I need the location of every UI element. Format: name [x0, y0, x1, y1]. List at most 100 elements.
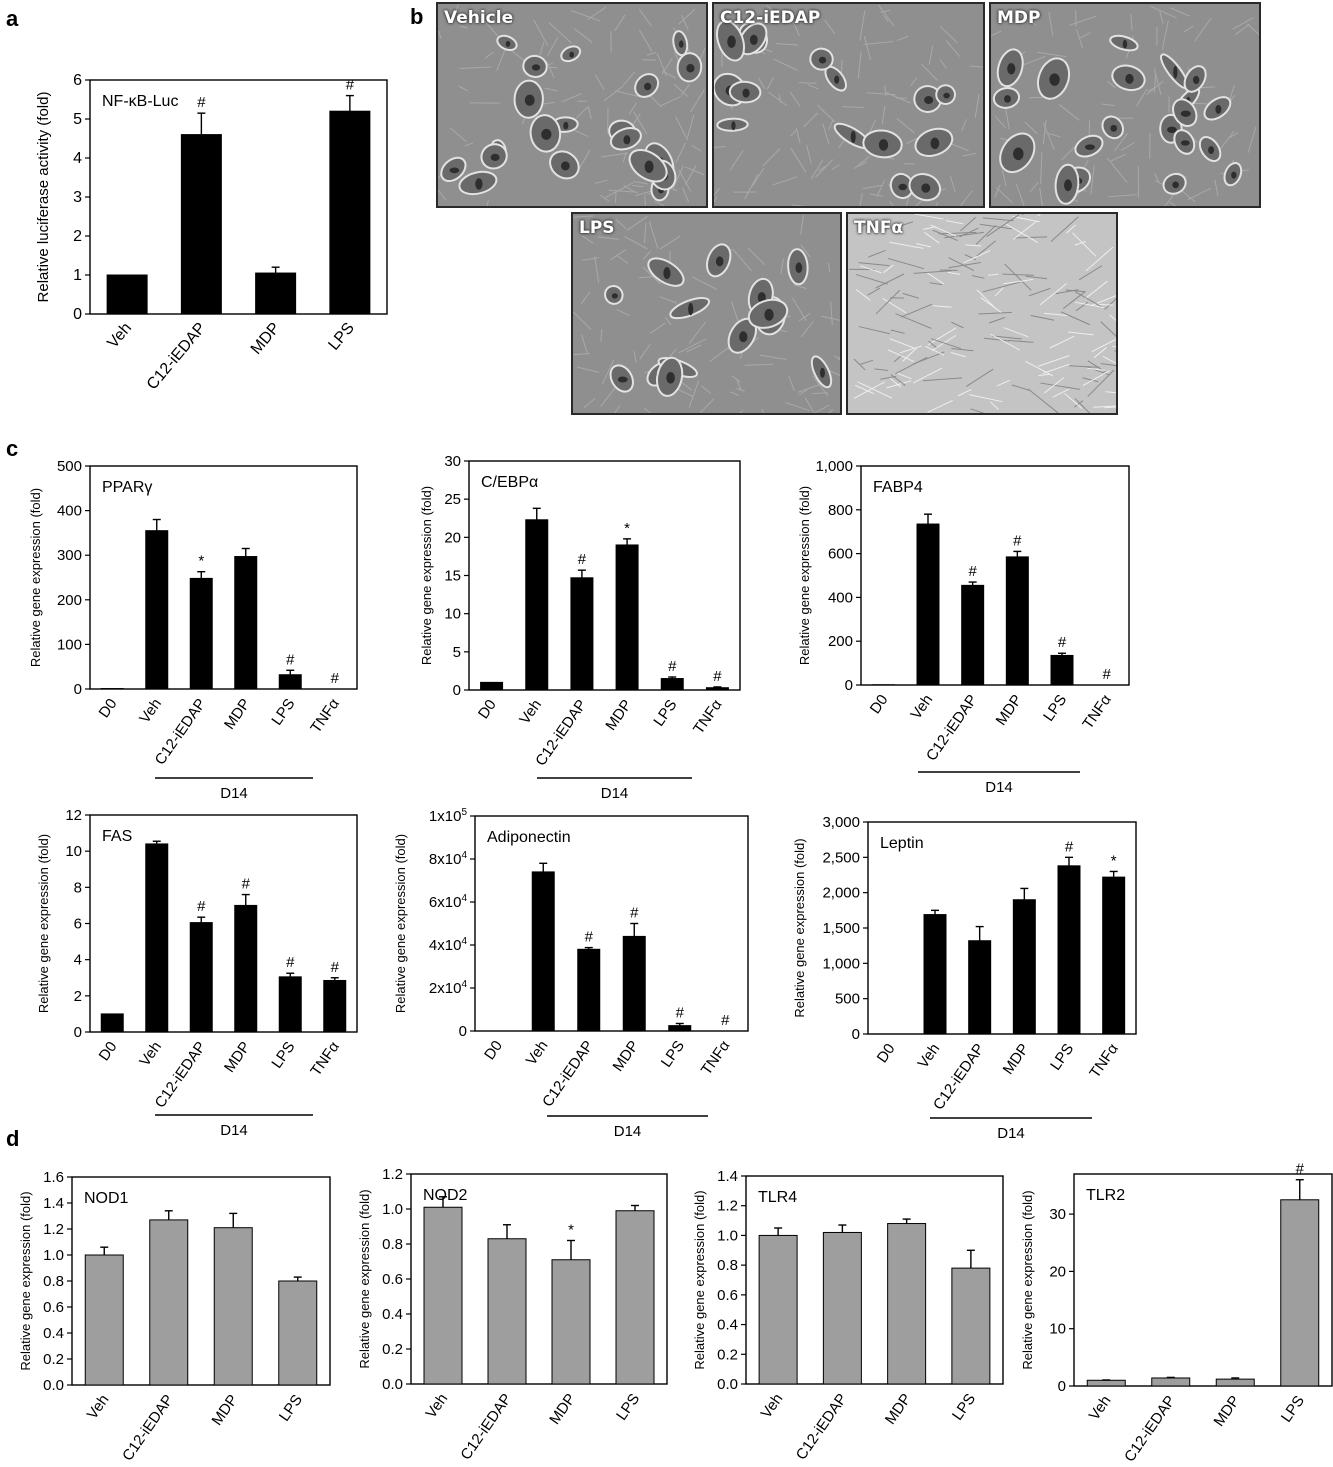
bar: [278, 1280, 318, 1386]
bar: [106, 274, 148, 315]
y-tick-label: 1.4: [717, 1168, 738, 1185]
category-label: Veh: [1086, 1393, 1115, 1424]
category-label: Veh: [758, 1391, 787, 1422]
group-label: D14: [220, 785, 248, 802]
significance-mark: #: [1102, 666, 1111, 683]
y-tick-label: 0.6: [43, 1299, 64, 1316]
y-tick-label: 1: [73, 267, 82, 284]
y-tick-label: 0.6: [382, 1271, 403, 1288]
significance-mark: #: [968, 563, 977, 580]
category-label: D0: [481, 1038, 506, 1063]
significance-mark: #: [197, 898, 206, 915]
category-label: Veh: [908, 692, 937, 723]
y-tick-label: 5: [453, 644, 461, 661]
category-label: MDP: [546, 1391, 579, 1428]
plot-frame: [89, 814, 358, 1033]
category-label: TNFα: [690, 696, 726, 737]
y-axis-label: Relative gene expression (fold): [692, 1190, 707, 1369]
plot-frame: [468, 460, 741, 691]
significance-mark: *: [568, 1222, 574, 1239]
bar: [577, 948, 601, 1032]
significance-mark: #: [713, 668, 722, 685]
micrograph-image: [991, 4, 1259, 206]
y-tick-label: 0: [845, 677, 853, 694]
category-label: D0: [96, 1039, 121, 1064]
category-label: TNFα: [307, 1038, 343, 1079]
y-tick-label: 30: [1049, 1206, 1066, 1223]
plot-frame: [89, 465, 358, 690]
category-label: D0: [867, 692, 892, 717]
y-tick-label: 0: [459, 1023, 467, 1040]
y-tick-label: 10: [1049, 1321, 1066, 1338]
bar: [923, 914, 947, 1035]
y-tick-label: 8x104: [429, 850, 468, 868]
micrograph-label: Vehicle: [444, 8, 514, 28]
micrograph-image: [573, 214, 840, 413]
chart-c2: 0 5 10 15 20 25 30 Relative gene expression (fo…: [419, 453, 741, 802]
significance-mark: #: [585, 929, 594, 946]
bar: [234, 904, 258, 1033]
category-label: LPS: [1040, 692, 1070, 725]
y-tick-label: 3,000: [822, 814, 860, 831]
bar: [1102, 876, 1126, 1035]
plot-frame: [860, 465, 1130, 686]
y-tick-label: 1x105: [429, 807, 468, 825]
y-tick-label: 0.4: [717, 1317, 738, 1334]
y-tick-label: 600: [828, 546, 853, 563]
y-tick-label: 0: [1058, 1378, 1066, 1395]
group-label: D14: [601, 785, 629, 802]
bar: [189, 922, 213, 1033]
y-tick-label: 6x104: [429, 893, 468, 911]
y-tick-label: 500: [835, 991, 860, 1008]
y-tick-label: 8: [74, 879, 82, 896]
bar: [525, 519, 549, 691]
y-tick-label: 0: [73, 306, 82, 323]
y-tick-label: 300: [57, 547, 82, 564]
y-tick-label: 1.0: [717, 1227, 738, 1244]
significance-mark: #: [331, 670, 340, 687]
y-tick-label: 30: [444, 453, 461, 470]
category-label: LPS: [1278, 1393, 1308, 1426]
micrograph-tnfa: TNFα: [846, 212, 1118, 415]
y-tick-label: 400: [57, 503, 82, 520]
category-label: LPS: [658, 1038, 688, 1071]
bar: [1012, 899, 1036, 1035]
y-tick-label: 0.4: [43, 1325, 64, 1342]
y-tick-label: 500: [57, 458, 82, 475]
y-tick-label: 6: [74, 916, 82, 933]
y-tick-label: 1,000: [815, 458, 853, 475]
y-axis-label: Relative gene expression (fold): [393, 834, 408, 1013]
y-tick-label: 4x104: [429, 936, 468, 954]
significance-mark: #: [1058, 634, 1067, 651]
chart-d2: 0.0 0.2 0.4 0.6 0.8 1.0 1.2 Relative gene expre…: [357, 1166, 668, 1463]
category-label: MDP: [993, 692, 1026, 729]
category-label: LPS: [325, 320, 357, 354]
bar: [615, 544, 639, 691]
y-tick-label: 20: [1049, 1263, 1066, 1280]
group-label: D14: [985, 779, 1013, 796]
chart-d1: 0.0 0.2 0.4 0.6 0.8 1.0 1.2 1.4 1.6 Relative gene…: [18, 1169, 331, 1464]
y-tick-label: 10: [444, 606, 461, 623]
chart-annotation: FABP4: [873, 479, 923, 496]
y-tick-label: 0.2: [43, 1351, 64, 1368]
chart-annotation: TLR4: [758, 1189, 797, 1206]
chart-c1: 0 100 200 300 400 500 Relative gene expression…: [28, 458, 358, 802]
bar: [487, 1238, 527, 1385]
bar: [1005, 556, 1029, 686]
y-tick-label: 0.8: [717, 1257, 738, 1274]
bar: [189, 577, 213, 690]
panel-letter-a: a: [6, 6, 19, 31]
y-tick-label: 0.2: [382, 1341, 403, 1358]
y-tick-label: 0.6: [717, 1287, 738, 1304]
panel-letter-b: b: [410, 4, 424, 29]
chart-c4: 0 2 4 6 8 10 12 Relative gene expression (fold)…: [36, 807, 358, 1139]
y-tick-label: 2,500: [822, 849, 860, 866]
y-tick-label: 0.0: [382, 1376, 403, 1393]
category-label: C12-iEDAP: [1121, 1393, 1179, 1466]
category-label: Veh: [136, 696, 165, 727]
category-label: MDP: [248, 320, 284, 358]
y-tick-label: 400: [828, 589, 853, 606]
bar: [329, 110, 371, 315]
micrograph-image: [438, 4, 706, 206]
